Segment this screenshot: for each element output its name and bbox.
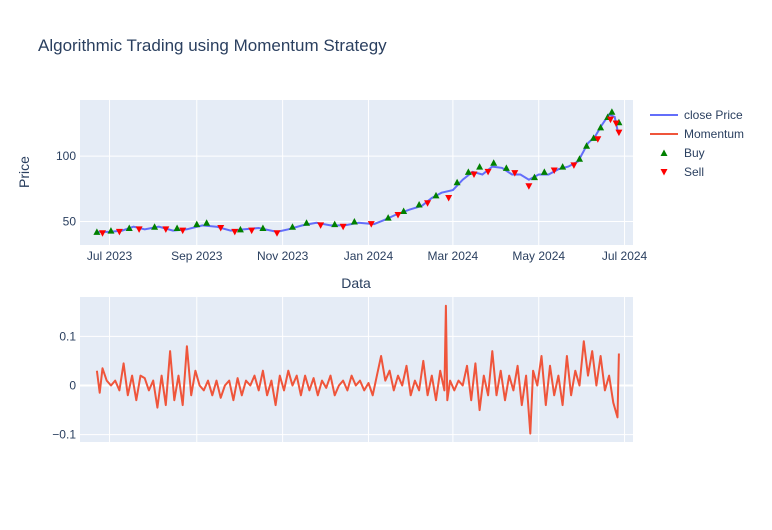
sell-marker[interactable] — [135, 226, 143, 233]
buy-marker[interactable] — [540, 168, 548, 175]
buy-marker[interactable] — [490, 159, 498, 166]
sell-marker[interactable] — [217, 225, 225, 232]
buy-marker[interactable] — [597, 123, 605, 131]
sell-marker[interactable] — [612, 120, 620, 128]
momentum-marks — [95, 304, 620, 435]
x-tick-label: Jul 2024 — [602, 249, 648, 263]
buy-marker[interactable] — [453, 178, 461, 186]
sell-marker[interactable] — [339, 223, 347, 231]
sell-marker[interactable] — [273, 230, 281, 237]
legend-item[interactable]: Buy — [660, 146, 705, 160]
legend-item[interactable]: Momentum — [650, 127, 744, 141]
price-plot-area[interactable] — [80, 100, 633, 245]
legend-label: Buy — [684, 146, 705, 160]
sell-marker[interactable] — [179, 227, 187, 235]
buy-marker[interactable] — [350, 217, 358, 225]
sell-marker[interactable] — [231, 228, 239, 236]
x-tick-label: May 2024 — [512, 249, 565, 263]
price-y-tick-label: 100 — [56, 149, 76, 163]
buy-marker[interactable] — [608, 108, 616, 115]
sell-marker[interactable] — [394, 211, 402, 219]
legend-label: Sell — [684, 165, 704, 179]
buy-marker[interactable] — [432, 191, 440, 199]
buy-marker[interactable] — [303, 219, 311, 226]
x-axis-label: Data — [341, 275, 371, 291]
sell-marker[interactable] — [445, 194, 453, 202]
sell-marker[interactable] — [99, 230, 107, 237]
price-marks — [93, 108, 623, 237]
legend-swatch-sell — [660, 169, 668, 176]
price-y-tick-label: 50 — [63, 214, 77, 228]
buy-marker[interactable] — [559, 163, 567, 170]
legend-label: Momentum — [684, 127, 744, 141]
sell-marker[interactable] — [424, 200, 432, 207]
buy-marker[interactable] — [236, 225, 244, 233]
sell-marker[interactable] — [525, 183, 533, 190]
buy-marker[interactable] — [502, 164, 510, 171]
sell-marker[interactable] — [484, 168, 492, 176]
buy-marker[interactable] — [476, 163, 484, 170]
buy-marker[interactable] — [576, 155, 584, 162]
buy-marker[interactable] — [590, 134, 598, 141]
sell-marker[interactable] — [606, 116, 614, 124]
momentum-line — [95, 304, 620, 435]
buy-marker[interactable] — [125, 224, 133, 232]
buy-marker[interactable] — [93, 228, 101, 235]
sell-marker[interactable] — [115, 228, 123, 236]
momentum-axis: −0.1 0 0.1 — [52, 329, 76, 441]
sell-marker[interactable] — [511, 170, 519, 177]
price-axis: Jul 2023 Sep 2023 Nov 2023 Jan 2024 Mar 2024… — [56, 149, 648, 263]
legend-label: close Price — [684, 108, 743, 122]
legend-swatch-buy — [660, 149, 668, 156]
price-y-axis-label: Price — [16, 156, 32, 188]
x-tick-label: Jul 2023 — [87, 249, 133, 263]
buy-marker[interactable] — [331, 220, 339, 228]
buy-marker[interactable] — [173, 224, 181, 232]
sell-marker[interactable] — [248, 227, 256, 235]
legend-item[interactable]: Sell — [660, 165, 705, 179]
buy-marker[interactable] — [531, 173, 539, 181]
x-tick-label: Jan 2024 — [344, 249, 394, 263]
price-grid — [80, 100, 633, 245]
buy-marker[interactable] — [203, 219, 211, 226]
buy-marker[interactable] — [259, 224, 267, 232]
sell-marker[interactable] — [162, 226, 170, 233]
buy-marker[interactable] — [193, 220, 201, 228]
x-tick-label: Sep 2023 — [171, 249, 223, 263]
buy-marker[interactable] — [464, 168, 472, 175]
buy-marker[interactable] — [107, 227, 115, 234]
buy-marker[interactable] — [384, 214, 392, 221]
sell-marker[interactable] — [594, 136, 602, 143]
momentum-y-tick-label: 0.1 — [59, 329, 76, 343]
sell-marker[interactable] — [367, 221, 375, 228]
x-tick-label: Mar 2024 — [428, 249, 479, 263]
momentum-y-tick-label: 0 — [69, 378, 76, 392]
chart-title: Algorithmic Trading using Momentum Strat… — [38, 36, 387, 55]
momentum-y-tick-label: −0.1 — [52, 428, 76, 442]
legend-item[interactable]: close Price — [650, 108, 743, 122]
legend: close Price Momentum Buy Sell — [650, 108, 744, 179]
buy-marker[interactable] — [583, 142, 591, 149]
buy-marker[interactable] — [400, 207, 408, 215]
sell-marker[interactable] — [470, 171, 478, 178]
sell-marker[interactable] — [317, 222, 325, 229]
sell-marker[interactable] — [570, 162, 578, 169]
x-tick-label: Nov 2023 — [257, 249, 309, 263]
buy-marker[interactable] — [151, 223, 159, 230]
buy-marker[interactable] — [288, 223, 296, 230]
buy-marker[interactable] — [415, 201, 423, 208]
sell-marker[interactable] — [550, 167, 558, 175]
sell-marker[interactable] — [615, 129, 623, 137]
